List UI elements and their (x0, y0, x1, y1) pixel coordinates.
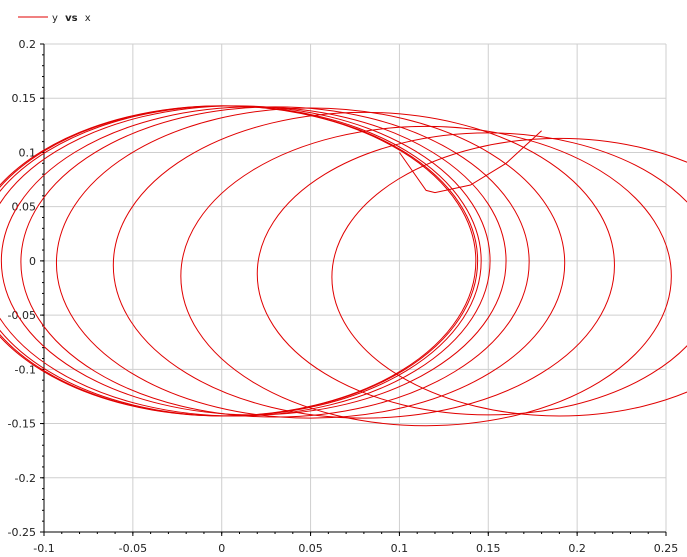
series-loop (180, 125, 672, 427)
y-tick-label: 0.15 (12, 92, 37, 105)
legend: y vs x (18, 13, 91, 24)
tick-labels: -0.1 -0.05 0 0.05 0.1 0.15 0.2 0.25 0.2 0.15 0.1 0.… (8, 38, 679, 555)
x-tick-label: -0.1 (33, 542, 54, 555)
legend-y-label: y (52, 13, 58, 24)
x-tick-label: 0 (218, 542, 225, 555)
x-tick-label: -0.05 (119, 542, 147, 555)
legend-vs-label: vs (65, 13, 78, 24)
series-loop (0, 105, 477, 417)
y-tick-label: -0.05 (8, 309, 36, 322)
y-tick-label: 0.05 (12, 201, 37, 214)
x-tick-label: 0.2 (568, 542, 586, 555)
x-tick-label: 0.1 (391, 542, 409, 555)
series-loop (256, 132, 687, 416)
legend-label: y vs x (52, 13, 91, 24)
series-start-path (398, 130, 542, 194)
x-tick-label: 0.25 (654, 542, 679, 555)
series-loop (331, 137, 687, 417)
series-loop (20, 106, 530, 418)
y-tick-label: 0 (29, 255, 36, 268)
x-tick-label: 0.05 (298, 542, 323, 555)
series-layer (0, 105, 687, 427)
series-loop (112, 111, 615, 419)
axes (40, 43, 667, 536)
y-tick-label: 0.1 (19, 146, 37, 159)
y-tick-label: -0.2 (15, 472, 36, 485)
grid (44, 43, 667, 532)
legend-x-label: x (85, 13, 91, 24)
y-tick-label: 0.2 (19, 38, 37, 51)
x-tick-label: 0.15 (476, 542, 501, 555)
y-tick-label: -0.15 (8, 418, 36, 431)
y-tick-label: -0.25 (8, 526, 36, 539)
y-tick-label: -0.1 (15, 363, 36, 376)
